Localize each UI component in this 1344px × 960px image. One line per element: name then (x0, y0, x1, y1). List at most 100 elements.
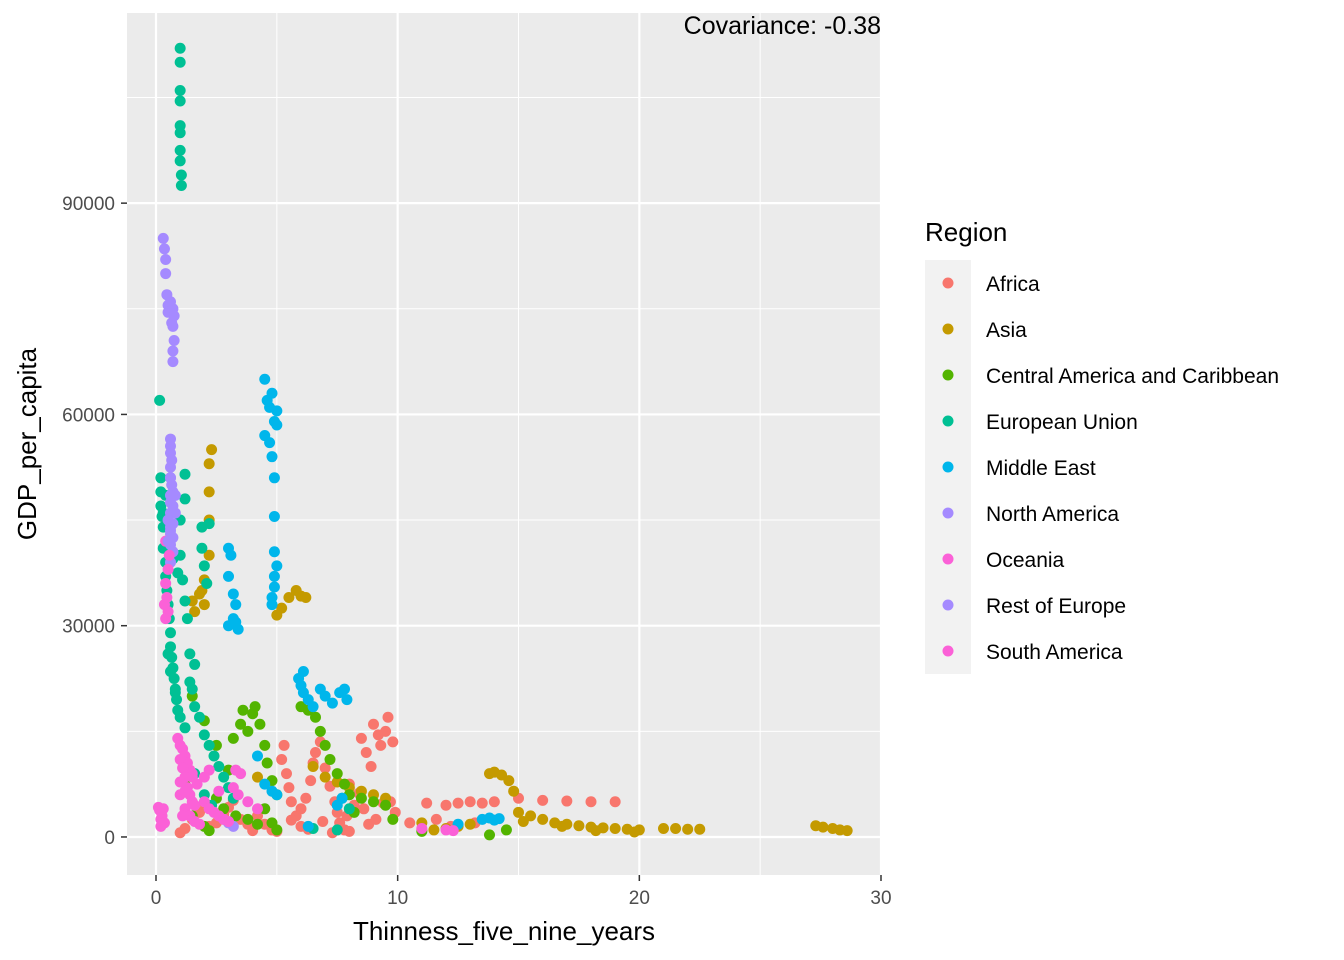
legend-label: Central America and Caribbean (986, 365, 1279, 388)
data-point (343, 803, 355, 815)
data-point (285, 814, 297, 826)
data-point (493, 813, 505, 825)
data-point (476, 797, 488, 809)
data-point (271, 419, 283, 431)
data-point (252, 771, 263, 783)
data-point (670, 823, 682, 835)
data-point (201, 577, 213, 589)
data-point (339, 683, 350, 695)
data-point (198, 560, 210, 572)
series-south-america (172, 732, 247, 830)
data-point (382, 711, 394, 723)
data-point (266, 387, 278, 399)
data-point (464, 818, 476, 830)
data-point (268, 570, 280, 582)
series-rest-of-europe (157, 232, 239, 832)
data-point (227, 588, 239, 600)
data-point (165, 461, 176, 473)
legend-label: European Union (986, 411, 1138, 434)
data-point (658, 823, 669, 835)
data-point (252, 818, 263, 830)
data-point (307, 761, 319, 773)
data-point (174, 754, 186, 766)
data-point (375, 739, 387, 751)
data-point (194, 711, 205, 723)
data-point (387, 813, 399, 825)
data-point (421, 797, 433, 809)
data-point (271, 789, 283, 801)
data-point (179, 785, 191, 797)
data-point (363, 818, 375, 830)
legend-label: South America (986, 641, 1123, 664)
series-middle-east (223, 373, 505, 832)
data-point (387, 736, 399, 748)
data-point (380, 799, 392, 811)
data-point (230, 764, 242, 776)
data-point (169, 507, 181, 519)
data-point (302, 820, 314, 832)
legend-key (942, 507, 954, 519)
panel-background (127, 13, 881, 875)
data-point (266, 451, 278, 463)
data-point (310, 711, 321, 723)
data-point (276, 754, 288, 766)
data-point (179, 493, 191, 505)
data-point (343, 825, 355, 837)
data-point (158, 599, 170, 611)
data-point (271, 405, 283, 417)
data-point (252, 803, 263, 815)
data-point (179, 468, 191, 480)
data-point (158, 243, 170, 255)
data-point (203, 458, 215, 470)
data-point (314, 725, 326, 737)
legend-key (942, 277, 954, 289)
x-axis-ticks: 0 10 20 30 (151, 875, 892, 909)
legend-key (942, 599, 954, 611)
data-point (172, 567, 184, 579)
data-point (266, 599, 278, 611)
data-point (157, 232, 169, 244)
data-point (198, 729, 210, 741)
data-point (206, 444, 218, 456)
data-point (203, 739, 215, 751)
data-point (360, 746, 372, 758)
data-point (198, 771, 210, 783)
data-point (447, 825, 459, 837)
data-point (305, 775, 317, 787)
data-point (235, 718, 247, 730)
data-point (336, 792, 348, 804)
data-point (404, 817, 416, 829)
data-point (208, 750, 220, 762)
data-point (609, 796, 621, 808)
data-point (174, 144, 186, 156)
data-point (355, 792, 367, 804)
data-point (160, 577, 172, 589)
data-point (160, 268, 172, 280)
data-point (160, 253, 172, 265)
data-point (167, 345, 179, 357)
data-point (174, 155, 186, 167)
legend-key (942, 323, 954, 335)
data-point (242, 796, 254, 808)
data-point (179, 823, 191, 835)
data-point (168, 310, 180, 322)
legend-key (942, 369, 954, 381)
data-point (223, 815, 234, 827)
y-axis-ticks: 0 30000 60000 90000 (62, 194, 127, 849)
data-point (175, 169, 187, 181)
data-point (174, 56, 186, 68)
data-point (276, 602, 288, 614)
data-point (694, 823, 706, 835)
legend-key (942, 553, 954, 565)
data-point (213, 785, 225, 797)
data-point (162, 563, 174, 575)
data-point (331, 824, 343, 836)
data-point (488, 796, 500, 808)
data-point (157, 803, 169, 815)
data-point (484, 829, 495, 841)
data-point (167, 532, 179, 544)
data-point (249, 701, 261, 713)
data-point (817, 821, 829, 833)
data-point (380, 725, 392, 737)
data-point (203, 518, 215, 530)
